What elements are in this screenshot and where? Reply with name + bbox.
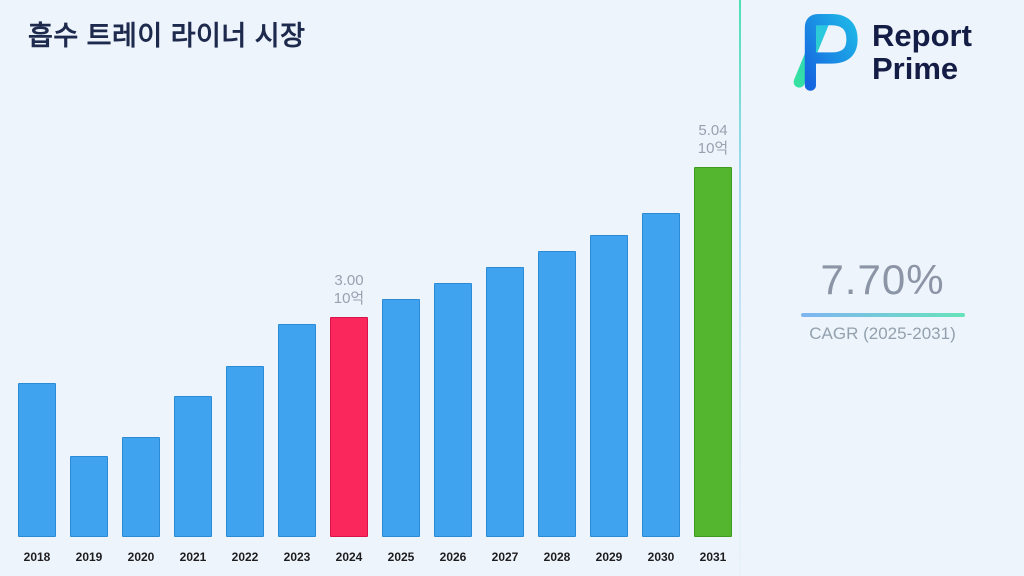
x-axis-label-2029: 2029 bbox=[595, 550, 623, 564]
bar-2029 bbox=[590, 235, 628, 537]
vertical-divider bbox=[739, 0, 741, 576]
cagr-stat: 7.70% CAGR (2025-2031) bbox=[741, 256, 1024, 344]
cagr-label: CAGR (2025-2031) bbox=[809, 324, 956, 343]
x-axis-label-2018: 2018 bbox=[23, 550, 51, 564]
bar-chart: 3.00 10억 5.04 10억 2018 2019 2020 2021 2022 2023 2… bbox=[18, 112, 732, 564]
bar-slot bbox=[538, 112, 576, 537]
bar-2024 bbox=[330, 317, 368, 537]
bar-2021 bbox=[174, 396, 212, 537]
bar-slot bbox=[70, 112, 108, 537]
bar-annotation-2031: 5.04 10억 bbox=[658, 122, 768, 160]
bar-2018 bbox=[18, 383, 56, 537]
bar-slot bbox=[18, 112, 56, 537]
x-axis-label-2021: 2021 bbox=[179, 550, 207, 564]
brand-name-line2: Prime bbox=[872, 50, 959, 86]
bar-annotation-line: 10억 bbox=[333, 290, 365, 308]
chart-xlabels: 2018 2019 2020 2021 2022 2023 2024 2025 2026 2027… bbox=[18, 550, 732, 564]
bar-slot bbox=[382, 112, 420, 537]
bar-slot bbox=[590, 112, 628, 537]
x-axis-label-2020: 2020 bbox=[127, 550, 155, 564]
bar-slot bbox=[122, 112, 160, 537]
bar-2027 bbox=[486, 267, 524, 537]
bar-slot bbox=[278, 112, 316, 537]
x-axis-label-2025: 2025 bbox=[387, 550, 415, 564]
bar-2031 bbox=[694, 167, 732, 537]
bar-2026 bbox=[434, 283, 472, 537]
bar-2030 bbox=[642, 213, 680, 537]
bar-slot bbox=[642, 112, 680, 537]
bar-slot bbox=[174, 112, 212, 537]
x-axis-label-2019: 2019 bbox=[75, 550, 103, 564]
bar-slot bbox=[434, 112, 472, 537]
bar-slot bbox=[226, 112, 264, 537]
brand-name: Report Prime bbox=[872, 18, 972, 86]
bar-2025 bbox=[382, 299, 420, 537]
bar-2020 bbox=[122, 437, 160, 537]
bar-annotation-2024: 3.00 10억 bbox=[294, 272, 404, 310]
chart-plot: 3.00 10억 5.04 10억 bbox=[18, 112, 732, 537]
cagr-underline bbox=[800, 313, 965, 317]
x-axis-label-2030: 2030 bbox=[647, 550, 675, 564]
x-axis-label-2026: 2026 bbox=[439, 550, 467, 564]
bar-annotation-line: 5.04 bbox=[698, 121, 728, 139]
x-axis-label-2023: 2023 bbox=[283, 550, 311, 564]
bar-2019 bbox=[70, 456, 108, 537]
bar-annotation-line: 3.00 bbox=[334, 271, 364, 289]
bar-2028 bbox=[538, 251, 576, 537]
bar-slot: 5.04 10억 bbox=[694, 112, 732, 537]
bar-annotation-line: 10억 bbox=[697, 140, 729, 158]
x-axis-label-2022: 2022 bbox=[231, 550, 259, 564]
brand-logo: Report Prime bbox=[780, 8, 972, 97]
bar-2023 bbox=[278, 324, 316, 537]
bar-slot bbox=[486, 112, 524, 537]
x-axis-label-2027: 2027 bbox=[491, 550, 519, 564]
brand-name-line1: Report bbox=[872, 18, 972, 54]
x-axis-label-2031: 2031 bbox=[699, 550, 727, 564]
report-prime-logo-icon bbox=[780, 8, 860, 97]
bar-2022 bbox=[226, 366, 264, 537]
x-axis-label-2028: 2028 bbox=[543, 550, 571, 564]
bar-slot: 3.00 10억 bbox=[330, 112, 368, 537]
page-title: 흡수 트레이 라이너 시장 bbox=[28, 21, 306, 51]
cagr-value: 7.70% bbox=[820, 256, 945, 303]
x-axis-label-2024: 2024 bbox=[335, 550, 363, 564]
